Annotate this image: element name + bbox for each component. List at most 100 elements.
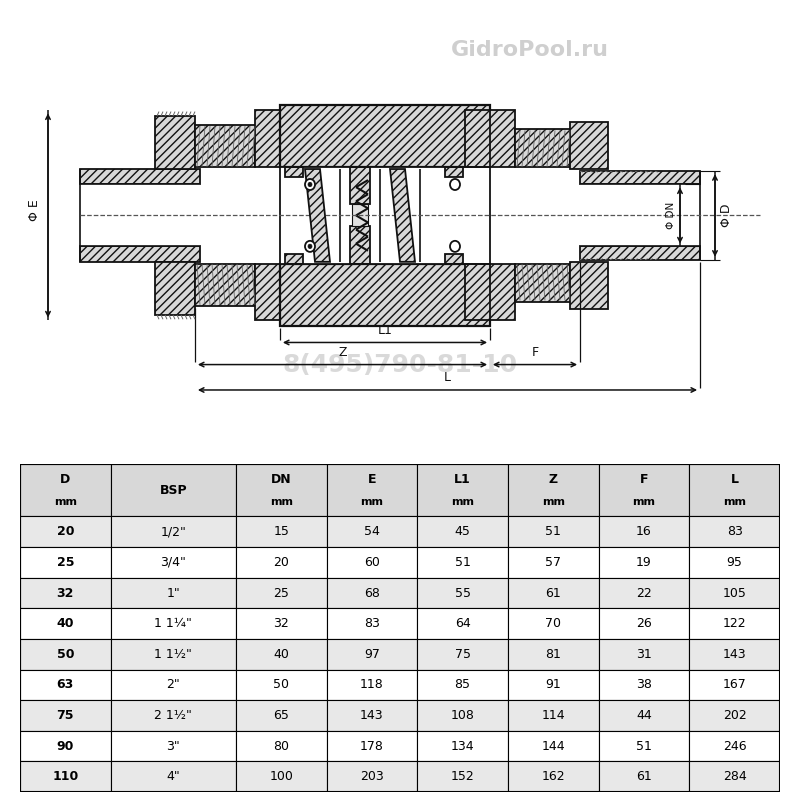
Bar xyxy=(155,262,195,315)
Bar xyxy=(110,762,236,792)
Text: D: D xyxy=(60,474,70,486)
Bar xyxy=(110,517,236,547)
Text: DN: DN xyxy=(271,474,291,486)
Text: BSP: BSP xyxy=(159,484,187,497)
Bar xyxy=(236,547,326,578)
Bar xyxy=(20,730,110,762)
Text: 162: 162 xyxy=(542,770,565,783)
Bar xyxy=(690,464,780,517)
Bar xyxy=(690,700,780,730)
Text: 44: 44 xyxy=(636,709,652,722)
Text: 152: 152 xyxy=(450,770,474,783)
Bar xyxy=(20,464,110,517)
Text: L1: L1 xyxy=(454,474,471,486)
Bar xyxy=(326,547,418,578)
Text: 22: 22 xyxy=(636,586,652,599)
Text: 60: 60 xyxy=(364,556,380,569)
Text: 83: 83 xyxy=(726,526,742,538)
Bar xyxy=(236,639,326,670)
Text: 32: 32 xyxy=(274,617,289,630)
Text: 81: 81 xyxy=(546,648,562,661)
Bar xyxy=(418,578,508,608)
Bar xyxy=(508,464,598,517)
Bar xyxy=(690,578,780,608)
Text: mm: mm xyxy=(451,497,474,506)
Text: 38: 38 xyxy=(636,678,652,691)
Text: Φ D: Φ D xyxy=(721,204,734,227)
Bar xyxy=(350,167,370,204)
Text: 50: 50 xyxy=(57,648,74,661)
Bar xyxy=(515,130,570,167)
Text: 75: 75 xyxy=(454,648,470,661)
Bar xyxy=(598,670,690,700)
Text: 65: 65 xyxy=(274,709,289,722)
Circle shape xyxy=(308,244,312,249)
Text: 40: 40 xyxy=(57,617,74,630)
Text: 51: 51 xyxy=(546,526,562,538)
Text: 95: 95 xyxy=(726,556,742,569)
Bar xyxy=(598,762,690,792)
Text: Φ DN: Φ DN xyxy=(666,202,676,229)
Bar xyxy=(20,639,110,670)
Circle shape xyxy=(450,241,460,252)
Bar xyxy=(465,264,515,320)
Bar xyxy=(255,110,310,167)
Bar xyxy=(690,730,780,762)
Text: 25: 25 xyxy=(274,586,289,599)
Text: 63: 63 xyxy=(57,678,74,691)
Bar xyxy=(20,578,110,608)
Text: mm: mm xyxy=(361,497,383,506)
Text: 85: 85 xyxy=(454,678,470,691)
Text: 31: 31 xyxy=(636,648,652,661)
Bar xyxy=(418,464,508,517)
Bar xyxy=(418,762,508,792)
Text: 118: 118 xyxy=(360,678,384,691)
Text: 2": 2" xyxy=(166,678,180,691)
Text: F: F xyxy=(640,474,648,486)
Bar xyxy=(690,639,780,670)
Text: 143: 143 xyxy=(723,648,746,661)
Text: 61: 61 xyxy=(636,770,652,783)
Bar xyxy=(418,730,508,762)
Bar xyxy=(195,264,255,306)
Bar xyxy=(418,517,508,547)
Bar xyxy=(465,110,515,167)
Text: 203: 203 xyxy=(360,770,384,783)
Text: 26: 26 xyxy=(636,617,652,630)
Text: 70: 70 xyxy=(546,617,562,630)
Bar xyxy=(570,262,608,310)
Bar xyxy=(508,730,598,762)
Text: 284: 284 xyxy=(722,770,746,783)
Text: 134: 134 xyxy=(451,739,474,753)
Bar xyxy=(598,730,690,762)
Text: L: L xyxy=(444,371,451,385)
Text: 75: 75 xyxy=(57,709,74,722)
Bar xyxy=(280,167,490,264)
Text: 178: 178 xyxy=(360,739,384,753)
Bar xyxy=(255,264,310,320)
Bar xyxy=(352,204,368,226)
Text: 100: 100 xyxy=(270,770,293,783)
Bar xyxy=(326,670,418,700)
Text: 144: 144 xyxy=(542,739,565,753)
Bar xyxy=(80,169,200,185)
Bar xyxy=(508,578,598,608)
Text: 32: 32 xyxy=(57,586,74,599)
Bar xyxy=(508,670,598,700)
Text: 15: 15 xyxy=(274,526,289,538)
Bar xyxy=(110,578,236,608)
Text: 55: 55 xyxy=(454,586,470,599)
Bar xyxy=(110,464,236,517)
Text: 20: 20 xyxy=(274,556,289,569)
Text: 3": 3" xyxy=(166,739,180,753)
Text: 2 1½": 2 1½" xyxy=(154,709,192,722)
Text: mm: mm xyxy=(270,497,293,506)
Bar xyxy=(570,122,608,169)
Text: GidroPool.ru: GidroPool.ru xyxy=(227,586,345,604)
Bar xyxy=(236,670,326,700)
Bar xyxy=(326,700,418,730)
Bar xyxy=(515,264,570,302)
Bar xyxy=(508,547,598,578)
Bar xyxy=(326,762,418,792)
Text: 80: 80 xyxy=(274,739,290,753)
